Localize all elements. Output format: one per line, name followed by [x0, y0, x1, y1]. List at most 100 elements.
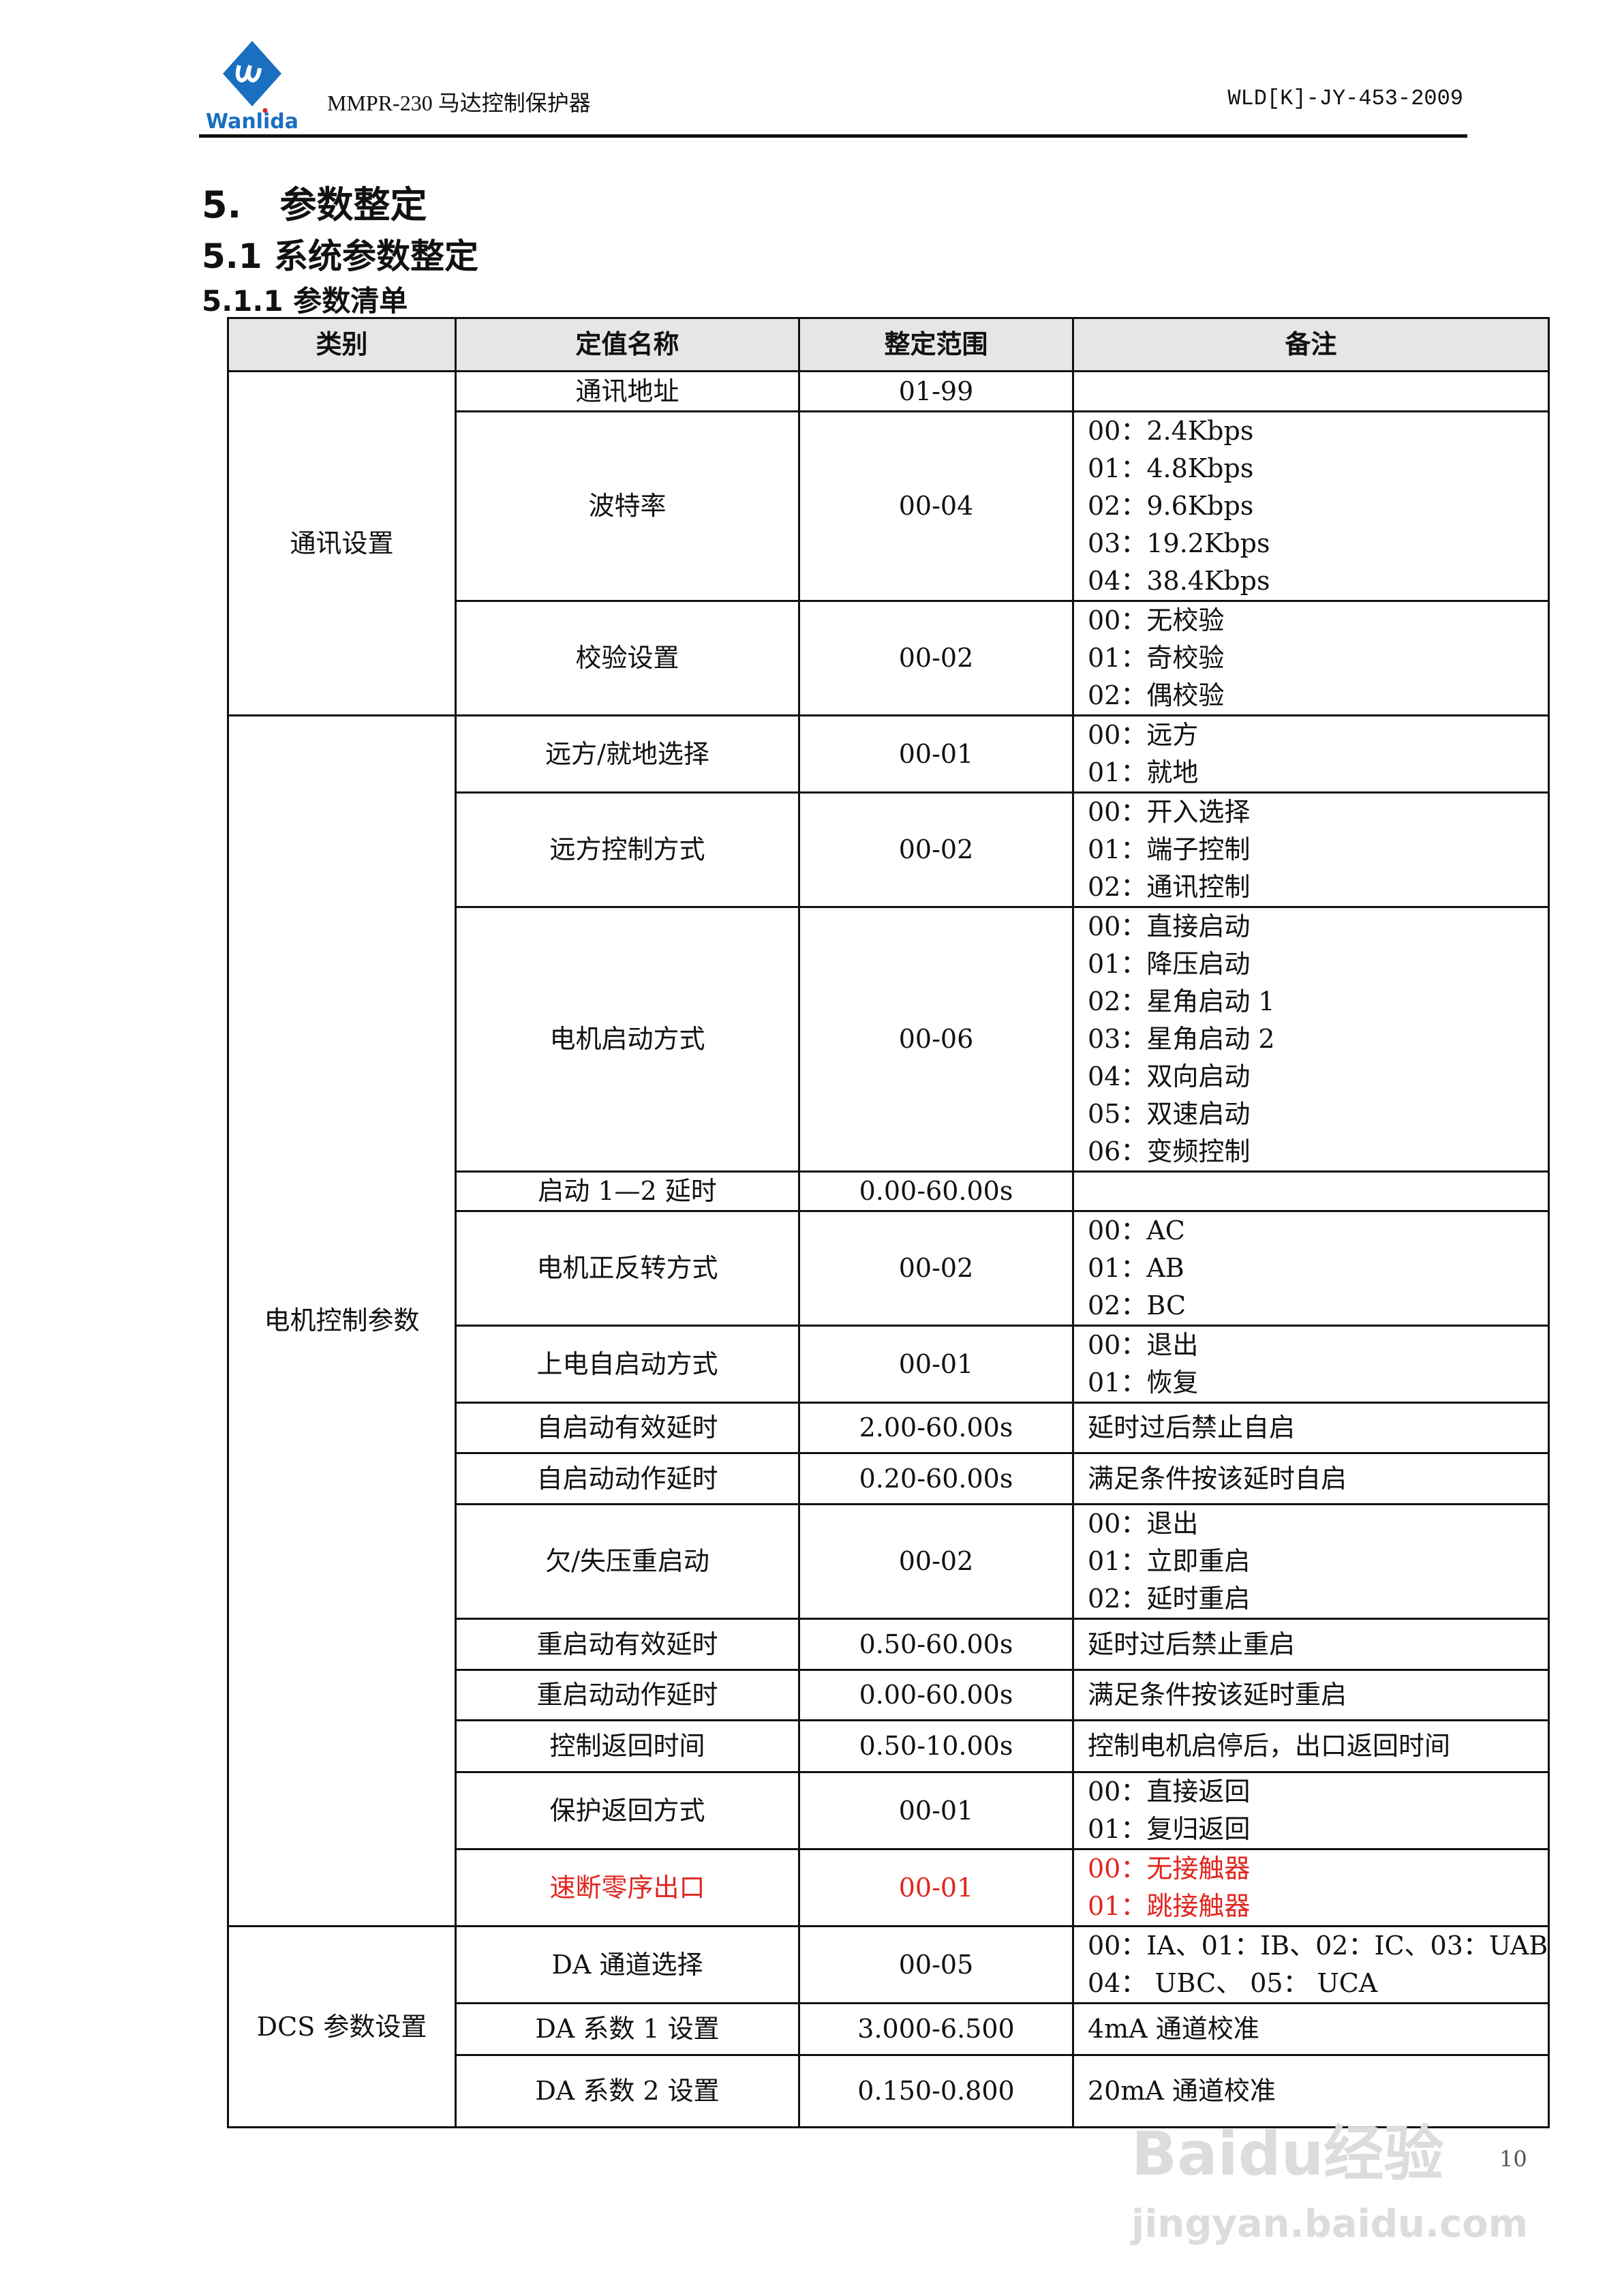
column-header-remarks: 备注 [1071, 317, 1550, 372]
remark-line: 02：星角启动 1 [1088, 986, 1275, 1016]
remarks-cell: 00：2.4Kbps 01：4.8Kbps 02：9.6Kbps 03：19.2Kbp… [1071, 410, 1550, 602]
remark-line: 00：直接启动 [1088, 911, 1251, 941]
remark-line: 00：退出 [1088, 1330, 1199, 1360]
range-cell: 0.150-0.800 [798, 2054, 1074, 2128]
remark-line: 03：星角启动 2 [1088, 1024, 1275, 1054]
remarks-cell: 00：退出 01：立即重启 02：延时重启 [1071, 1503, 1550, 1620]
remarks-cell: 4mA 通道校准 [1071, 2002, 1550, 2056]
parameter-name-cell: 波特率 [455, 410, 800, 602]
remark-line: 满足条件按该延时自启 [1088, 1463, 1347, 1494]
parameter-name-cell: 重启动动作延时 [455, 1669, 800, 1721]
remark-line: 02：BC [1088, 1290, 1187, 1320]
range-cell: 00-04 [798, 410, 1074, 602]
parameter-name-cell: 速断零序出口 [455, 1848, 800, 1927]
parameter-name-cell: 保护返回方式 [455, 1771, 800, 1850]
table-row: 自启动动作延时 0.20-60.00s 满足条件按该延时自启 [228, 1452, 1550, 1505]
table-row: 速断零序出口 00-01 00：无接触器 01：跳接触器 [228, 1848, 1550, 1927]
parameter-name-cell: 自启动有效延时 [455, 1402, 800, 1454]
category-cell: DCS 参数设置 [227, 1925, 457, 2128]
subsubsection-heading: 5.1.1 参数清单 [202, 284, 408, 318]
table-row: 校验设置 00-02 00：无校验 01：奇校验 02：偶校验 [228, 600, 1550, 716]
remark-line: 04：38.4Kbps [1088, 566, 1270, 596]
range-cell: 2.00-60.00s [798, 1402, 1074, 1454]
remark-line: 06：变频控制 [1088, 1136, 1251, 1166]
remark-line: 01：立即重启 [1088, 1546, 1251, 1576]
parameter-name-cell: 校验设置 [455, 600, 800, 716]
baidu-watermark: Baidu经验 [1131, 2119, 1444, 2189]
remark-line: 00：直接返回 [1088, 1777, 1251, 1807]
table-row: 自启动有效延时 2.00-60.00s 延时过后禁止自启 [228, 1402, 1550, 1454]
range-cell: 00-06 [798, 906, 1074, 1173]
remarks-cell: 00：无校验 01：奇校验 02：偶校验 [1071, 600, 1550, 716]
parameter-name-cell: 电机正反转方式 [455, 1210, 800, 1327]
range-cell: 00-02 [798, 791, 1074, 908]
parameter-name-cell: 上电自启动方式 [455, 1325, 800, 1404]
page-number: 10 [1499, 2146, 1527, 2172]
column-header-category: 类别 [227, 317, 457, 372]
remark-line: 01：4.8Kbps [1088, 453, 1254, 483]
remark-line: 02：通讯控制 [1088, 872, 1251, 902]
parameter-table: 类别 定值名称 整定范围 备注 通讯设置 通讯地址 01-99 波特率 00-04 00：… [227, 317, 1550, 2128]
remark-line: 00：远方 [1088, 720, 1199, 750]
column-header-name: 定值名称 [455, 317, 800, 372]
remarks-cell: 00：退出 01：恢复 [1071, 1325, 1550, 1404]
remarks-cell: 延时过后禁止自启 [1071, 1402, 1550, 1454]
remark-line: 20mA 通道校准 [1088, 2076, 1276, 2106]
remark-line: 4mA 通道校准 [1088, 2014, 1259, 2044]
remark-line: 00：2.4Kbps [1088, 416, 1254, 446]
parameter-name-cell: 自启动动作延时 [455, 1452, 800, 1505]
header-divider [199, 134, 1467, 138]
wanlida-logo: Wanlida [206, 41, 299, 132]
remark-line: 03：19.2Kbps [1088, 528, 1270, 558]
parameter-name-cell: 远方/就地选择 [455, 714, 800, 794]
table-row: 重启动有效延时 0.50-60.00s 延时过后禁止重启 [228, 1618, 1550, 1671]
remark-line: 04： UBC、 05： UCA [1088, 1968, 1378, 1998]
remark-line: 02：延时重启 [1088, 1584, 1251, 1614]
table-header-row: 类别 定值名称 整定范围 备注 [227, 317, 1550, 372]
remarks-cell: 00：直接启动 01：降压启动 02：星角启动 1 03：星角启动 2 04：双向启动 0… [1071, 906, 1550, 1173]
parameter-name-cell: DA 通道选择 [455, 1925, 800, 2004]
table-row: 上电自启动方式 00-01 00：退出 01：恢复 [228, 1325, 1550, 1404]
remark-line: 02：9.6Kbps [1088, 491, 1254, 521]
table-row: 电机控制参数 远方/就地选择 00-01 00：远方 01：就地 [227, 714, 1550, 1927]
table-row: 控制返回时间 0.50-10.00s 控制电机启停后，出口返回时间 [228, 1719, 1550, 1773]
remark-line: 00：退出 [1088, 1509, 1199, 1539]
remarks-cell: 满足条件按该延时重启 [1071, 1669, 1550, 1721]
range-cell: 0.00-60.00s [798, 1669, 1074, 1721]
category-cell: 通讯设置 [227, 370, 457, 716]
parameter-name-cell: 通讯地址 [455, 370, 800, 412]
remark-line: 01：AB [1088, 1253, 1184, 1283]
table-row: 远方控制方式 00-02 00：开入选择 01：端子控制 02：通讯控制 [228, 791, 1550, 908]
category-cell: 电机控制参数 [227, 714, 457, 1927]
range-cell: 00-01 [798, 1848, 1074, 1927]
remarks-cell: 00：AC 01：AB 02：BC [1071, 1210, 1550, 1327]
range-cell: 0.50-60.00s [798, 1618, 1074, 1671]
parameter-name-cell: 启动 1—2 延时 [455, 1170, 800, 1212]
svg-text:Wanlida: Wanlida [206, 110, 299, 132]
remark-line: 延时过后禁止重启 [1088, 1629, 1296, 1659]
table-row: 重启动动作延时 0.00-60.00s 满足条件按该延时重启 [228, 1669, 1550, 1721]
remark-line: 01：降压启动 [1088, 949, 1251, 979]
remark-line: 05：双速启动 [1088, 1099, 1251, 1129]
table-row: 波特率 00-04 00：2.4Kbps 01：4.8Kbps 02：9.6Kbps 03… [228, 410, 1550, 602]
remark-line: 01：奇校验 [1088, 643, 1225, 673]
parameter-name-cell: 重启动有效延时 [455, 1618, 800, 1671]
remarks-cell: 20mA 通道校准 [1071, 2054, 1550, 2128]
remark-line: 00：AC [1088, 1215, 1185, 1245]
range-cell: 00-01 [798, 1325, 1074, 1404]
remark-line: 00：开入选择 [1088, 797, 1251, 827]
remark-line: 01：复归返回 [1088, 1814, 1251, 1844]
remark-line: 控制电机启停后，出口返回时间 [1088, 1731, 1451, 1761]
range-cell: 3.000-6.500 [798, 2002, 1074, 2056]
remarks-cell: 00：开入选择 01：端子控制 02：通讯控制 [1071, 791, 1550, 908]
range-cell: 01-99 [798, 370, 1074, 412]
table-row: DA 系数 1 设置 3.000-6.500 4mA 通道校准 [228, 2002, 1550, 2056]
table-row: DCS 参数设置 DA 通道选择 00-05 00：IA、01：IB、02：IC、03… [227, 1925, 1550, 2128]
parameter-name-cell: DA 系数 2 设置 [455, 2054, 800, 2128]
remark-line: 00：无接触器 [1088, 1854, 1251, 1884]
remarks-cell: 延时过后禁止重启 [1071, 1618, 1550, 1671]
remarks-cell: 00：远方 01：就地 [1071, 714, 1550, 794]
range-cell: 00-01 [798, 714, 1074, 794]
remark-line: 00：无校验 [1088, 605, 1225, 635]
